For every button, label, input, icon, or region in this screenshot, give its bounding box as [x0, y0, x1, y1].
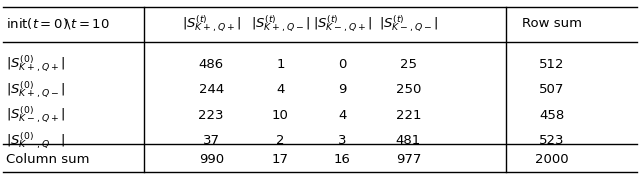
Text: 2: 2 [276, 134, 285, 147]
Text: 4: 4 [338, 109, 347, 122]
Text: $|S^{(t)}_{K+,Q-}|$: $|S^{(t)}_{K+,Q-}|$ [251, 14, 310, 34]
Text: $\mathrm{init}(t=0)\backslash t=10$: $\mathrm{init}(t=0)\backslash t=10$ [6, 16, 110, 31]
Text: 990: 990 [198, 153, 224, 166]
Text: $|S^{(t)}_{K+,Q+}|$: $|S^{(t)}_{K+,Q+}|$ [182, 14, 241, 34]
Text: 507: 507 [539, 83, 564, 96]
Text: $|S^{(t)}_{K-,Q+}|$: $|S^{(t)}_{K-,Q+}|$ [313, 14, 372, 34]
Text: $|S^{(t)}_{K-,Q-}|$: $|S^{(t)}_{K-,Q-}|$ [379, 14, 438, 34]
Text: $|S^{(0)}_{K+,Q+}|$: $|S^{(0)}_{K+,Q+}|$ [6, 54, 65, 74]
Text: 9: 9 [338, 83, 347, 96]
Text: Column sum: Column sum [6, 153, 90, 166]
Text: 0: 0 [338, 58, 347, 71]
Text: $|S^{(0)}_{K-,Q+}|$: $|S^{(0)}_{K-,Q+}|$ [6, 105, 65, 125]
Text: 512: 512 [539, 58, 564, 71]
Text: 4: 4 [276, 83, 285, 96]
Text: 250: 250 [396, 83, 421, 96]
Text: 10: 10 [272, 109, 289, 122]
Text: 486: 486 [198, 58, 224, 71]
Text: 17: 17 [272, 153, 289, 166]
Text: 1: 1 [276, 58, 285, 71]
Text: 458: 458 [539, 109, 564, 122]
Text: 3: 3 [338, 134, 347, 147]
Text: 223: 223 [198, 109, 224, 122]
Text: 481: 481 [396, 134, 421, 147]
Text: 523: 523 [539, 134, 564, 147]
Text: Row sum: Row sum [522, 17, 582, 30]
Text: 977: 977 [396, 153, 421, 166]
Text: $|S^{(0)}_{K-,Q-}|$: $|S^{(0)}_{K-,Q-}|$ [6, 131, 65, 151]
Text: 2000: 2000 [535, 153, 568, 166]
Text: 16: 16 [334, 153, 351, 166]
Text: 25: 25 [400, 58, 417, 71]
Text: 244: 244 [198, 83, 224, 96]
Text: 37: 37 [203, 134, 220, 147]
Text: $|S^{(0)}_{K+,Q-}|$: $|S^{(0)}_{K+,Q-}|$ [6, 80, 65, 100]
Text: 221: 221 [396, 109, 421, 122]
